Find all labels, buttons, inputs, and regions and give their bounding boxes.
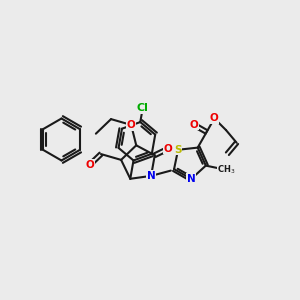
Text: O: O — [210, 113, 219, 123]
Text: O: O — [85, 160, 94, 170]
Text: Cl: Cl — [137, 103, 149, 113]
Text: N: N — [187, 174, 196, 184]
Text: N: N — [147, 171, 155, 181]
Text: CH$_3$: CH$_3$ — [217, 164, 236, 176]
Text: O: O — [127, 120, 136, 130]
Text: O: O — [189, 120, 198, 130]
Text: O: O — [164, 144, 172, 154]
Text: S: S — [174, 145, 182, 155]
